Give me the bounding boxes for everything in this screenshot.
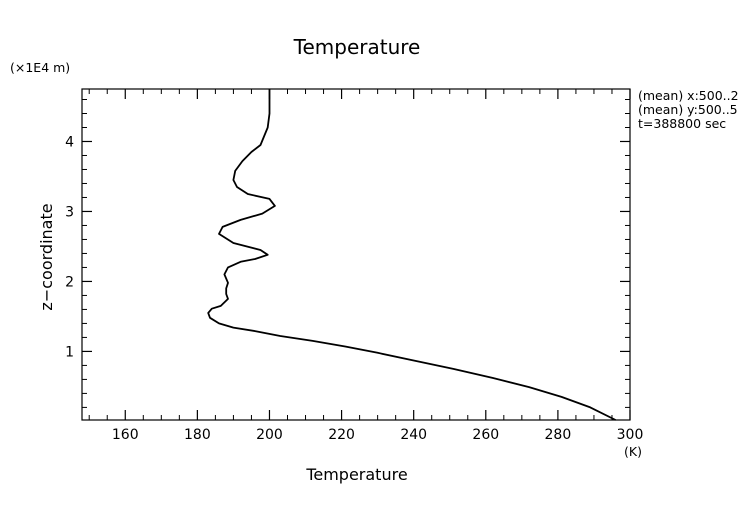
plot-axes: 160 180 200 220 240 260 280 300 1 2 3 4	[65, 88, 644, 443]
y-tick-label: 3	[65, 204, 74, 220]
x-tick-label: 180	[184, 427, 211, 443]
y-tick-label: 4	[65, 134, 74, 150]
x-tick-label: 260	[472, 427, 499, 443]
annotation-mean-x: (mean) x:500..2	[638, 88, 739, 103]
temperature-profile-line	[207, 89, 617, 421]
y-tick-label: 2	[65, 274, 74, 290]
y-unit-label: (×1E4 m)	[10, 60, 70, 75]
x-unit-label: (K)	[624, 444, 642, 459]
x-tick-label: 280	[545, 427, 572, 443]
plot-frame	[81, 88, 631, 421]
annotation-time: t=388800 sec	[638, 116, 726, 131]
x-tick-label: 200	[256, 427, 283, 443]
series-layer	[207, 89, 617, 421]
annotation-mean-y: (mean) y:500..5	[638, 102, 738, 117]
x-axis-label: Temperature	[305, 465, 407, 484]
y-axis-label: z−coordinate	[37, 203, 56, 310]
x-tick-label: 220	[328, 427, 355, 443]
x-tick-label: 300	[617, 427, 644, 443]
y-tick-label: 1	[65, 344, 74, 360]
x-tick-label: 160	[112, 427, 139, 443]
x-tick-label: 240	[400, 427, 427, 443]
chart-title: Temperature	[293, 35, 421, 59]
